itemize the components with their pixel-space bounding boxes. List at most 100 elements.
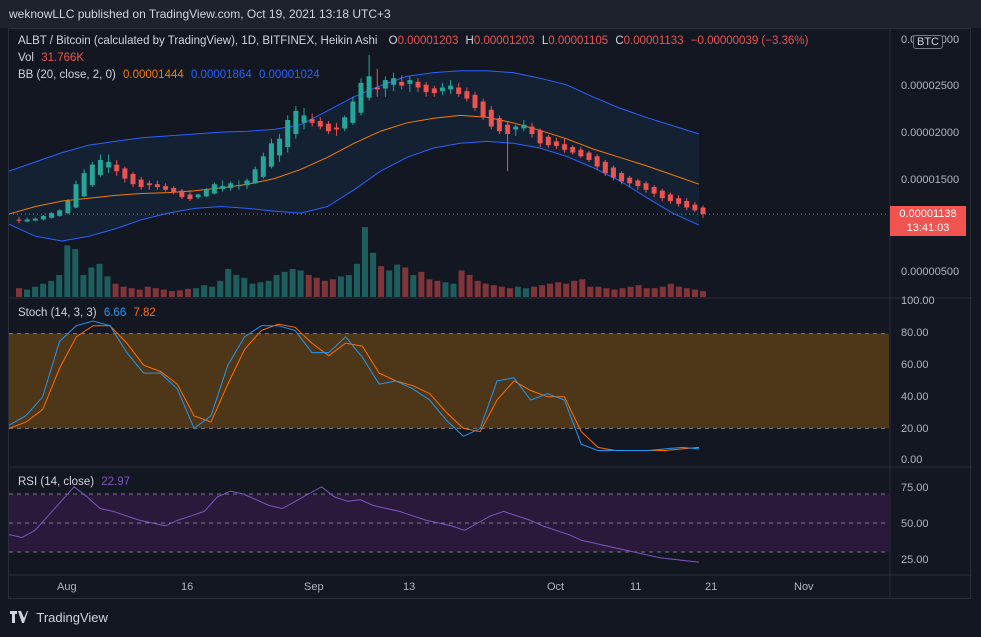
candle-body (529, 126, 535, 134)
rsi-label[interactable]: RSI (14, close) (18, 476, 95, 488)
volume-bar (80, 274, 87, 297)
x-tick: Aug (57, 581, 77, 593)
volume-bar (24, 289, 30, 297)
volume-bar (176, 290, 183, 297)
volume-bar (370, 252, 377, 297)
y-tick-main: 0.00002000 (901, 127, 960, 139)
candle-body (211, 184, 217, 194)
candle-body (309, 119, 315, 123)
stoch-d-line (9, 323, 700, 451)
bb-label[interactable]: BB (20, close, 2, 0) (18, 69, 116, 81)
volume-bar (273, 274, 280, 297)
x-tick: Nov (794, 581, 814, 593)
candle-body (334, 127, 340, 130)
volume-bar (683, 288, 690, 297)
volume-bar (265, 280, 272, 297)
symbol-title[interactable]: ALBT / Bitcoin (calculated by TradingVie… (18, 35, 378, 47)
volume-bar (225, 269, 232, 297)
volume-bar (675, 286, 682, 297)
volume-bar (257, 282, 264, 297)
footer-brand[interactable]: TradingView (36, 610, 108, 625)
candle-body (692, 204, 698, 211)
chart-frame[interactable]: ALBT / Bitcoin (calculated by TradingVie… (8, 28, 972, 600)
volume-bar (185, 288, 191, 297)
volume-bar (394, 264, 401, 297)
volume-bar (152, 288, 159, 297)
candle-body (643, 183, 649, 190)
volume-bar (490, 285, 497, 297)
candle-body (700, 207, 706, 214)
volume-bar (498, 286, 505, 297)
candle-body (480, 101, 486, 118)
y-tick-main: 0.00002500 (901, 80, 960, 92)
volume-bar (627, 286, 634, 297)
tradingview-logo-icon[interactable] (10, 600, 28, 637)
candle-body (545, 136, 551, 146)
candle-body (138, 179, 144, 187)
chart-canvas[interactable] (9, 29, 972, 600)
volume-bar (168, 291, 175, 297)
stoch-label[interactable]: Stoch (14, 3, 3) (18, 307, 97, 319)
volume-bar (217, 280, 224, 297)
candle-body (423, 84, 429, 93)
y-tick-main: 0.00000500 (901, 266, 960, 278)
volume-bar (321, 280, 328, 297)
candle-body (570, 147, 576, 153)
candle-body (374, 87, 380, 90)
volume-bar (112, 283, 119, 297)
volume-bar (547, 283, 554, 297)
change-value: −0.00000039 (−3.36%) (690, 35, 809, 47)
candle-body (277, 138, 283, 156)
candle-body (562, 144, 568, 150)
volume-bar (587, 286, 594, 297)
candle-body (81, 173, 87, 197)
candle-body (73, 184, 79, 208)
candle-body (285, 120, 291, 147)
bb-legend: BB (20, close, 2, 0) 0.00001444 0.000018… (18, 69, 324, 81)
volume-bar (233, 274, 240, 297)
x-tick: 13 (403, 581, 416, 593)
volume-bar (523, 288, 529, 297)
stoch-legend: Stoch (14, 3, 3) 6.66 7.82 (18, 307, 160, 319)
l-value: 0.00001105 (548, 35, 609, 47)
volume-bar (450, 283, 457, 297)
vol-label[interactable]: Vol (18, 52, 34, 64)
y-tick-rsi: 25.00 (901, 554, 929, 566)
candle-body (667, 194, 673, 201)
y-tick-rsi: 75.00 (901, 482, 929, 494)
volume-bar (619, 288, 626, 297)
candle-body (505, 124, 511, 134)
candle-body (342, 117, 348, 129)
candle-body (619, 173, 625, 182)
candle-body (57, 210, 63, 216)
candle-body (49, 213, 55, 218)
volume-bar (458, 270, 465, 297)
candle-body (472, 94, 478, 108)
volume-bar (160, 289, 167, 297)
candle-body (676, 198, 682, 204)
x-tick: 16 (181, 581, 194, 593)
bb-lower-line (9, 140, 700, 242)
candle-body (350, 101, 356, 123)
candle-body (448, 85, 454, 90)
candle-body (244, 180, 250, 186)
candle-body (496, 118, 502, 132)
volume-legend: Vol 31.766K (18, 52, 88, 64)
volume-bar (48, 280, 55, 297)
candle-body (651, 187, 657, 194)
volume-bar (555, 282, 562, 297)
candle-body (415, 81, 421, 88)
candle-body (513, 126, 519, 130)
candle-body (521, 124, 527, 129)
candle-body (659, 190, 665, 199)
candle-body (586, 152, 592, 160)
currency-badge[interactable]: BTC (913, 35, 943, 49)
candle-body (594, 156, 600, 167)
volume-bar (474, 280, 481, 297)
candle-body (358, 82, 364, 113)
candle-body (391, 78, 397, 85)
footer: TradingView (0, 599, 981, 636)
candle-body (106, 161, 112, 168)
volume-bar (120, 286, 127, 297)
main-legend: ALBT / Bitcoin (calculated by TradingVie… (18, 35, 812, 47)
